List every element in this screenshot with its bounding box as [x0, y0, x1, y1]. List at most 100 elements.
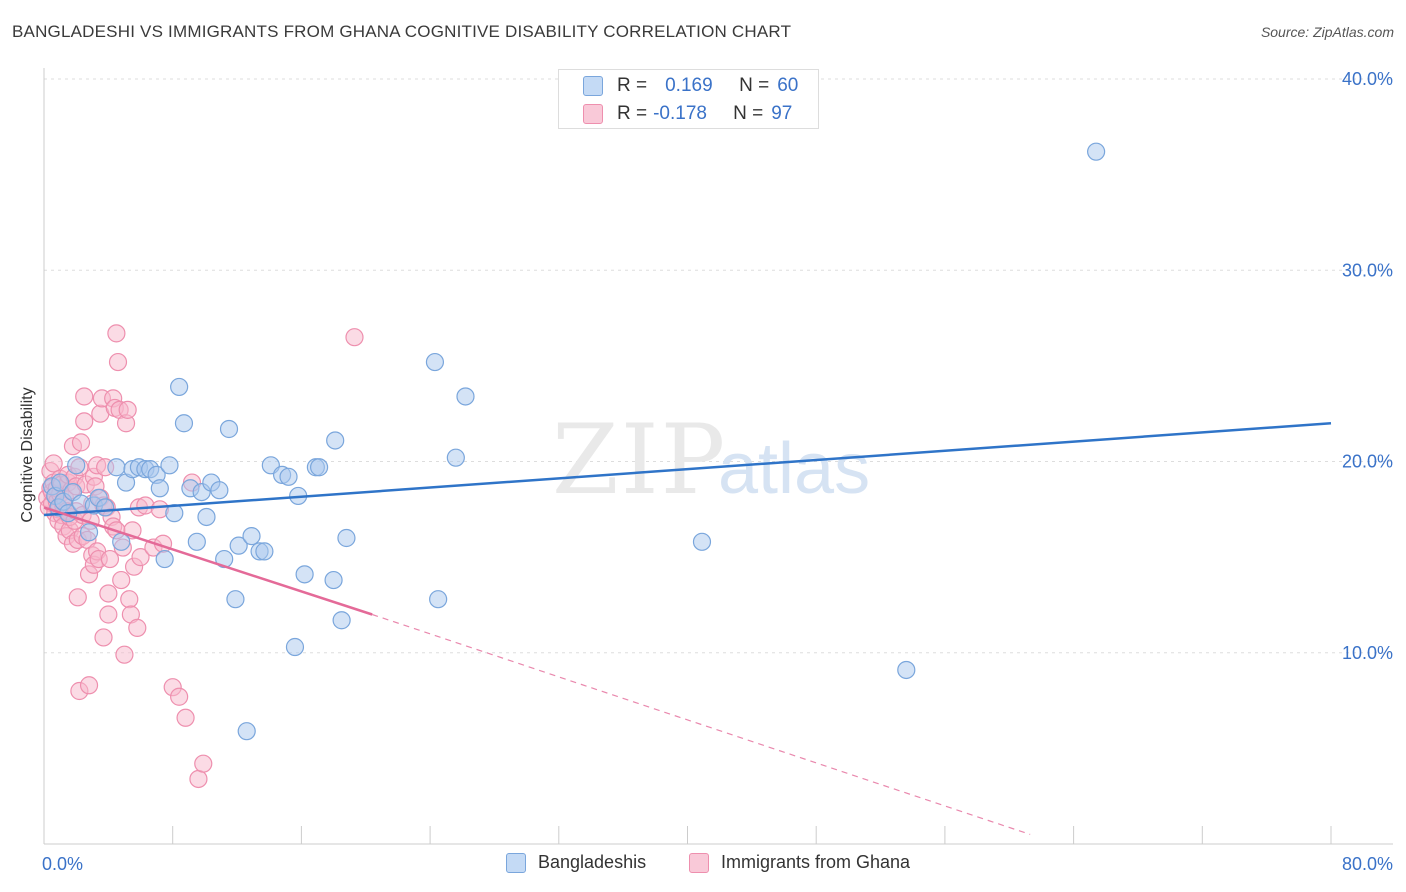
- ghana-series-points: [38, 324, 364, 789]
- n-value: 60: [777, 75, 799, 96]
- bangladeshi-point: [337, 528, 356, 548]
- bangladeshi-point: [150, 479, 169, 498]
- bangladeshi-point: [112, 532, 131, 551]
- chart-title: BANGLADESHI VS IMMIGRANTS FROM GHANA COG…: [12, 22, 792, 41]
- ghana-point: [131, 548, 150, 567]
- ghana-point: [75, 412, 94, 431]
- bangladeshi-trend-line: [43, 422, 1332, 517]
- ghana-point: [194, 754, 213, 773]
- axes: [43, 68, 1393, 845]
- watermark: ZIP atlas: [552, 404, 870, 516]
- r-label: R =: [617, 103, 648, 124]
- bangladeshi-point: [67, 456, 86, 475]
- y-tick-label: 40.0%: [1342, 69, 1393, 89]
- r-value: -0.178: [653, 103, 707, 124]
- ghana-point: [128, 618, 147, 637]
- bangladeshi-point: [326, 431, 345, 450]
- bangladeshi-point: [79, 523, 99, 542]
- pink-swatch: [689, 852, 709, 873]
- ghana-point: [112, 570, 131, 590]
- r-label: R =: [617, 75, 648, 96]
- watermark-atlas: atlas: [718, 429, 870, 509]
- y-tick-label: 20.0%: [1342, 452, 1393, 472]
- ghana-point: [71, 433, 91, 452]
- bangladeshi-point: [456, 387, 475, 406]
- gridlines: [44, 78, 1393, 654]
- x-tick-label: 0.0%: [42, 854, 83, 874]
- bangladeshi-point: [425, 352, 445, 372]
- ghana-trend-line: [43, 506, 373, 616]
- y-tick-label: 10.0%: [1342, 643, 1393, 663]
- tick-labels: 10.0% 20.0% 30.0% 40.0% 0.0% 80.0%: [42, 69, 1393, 874]
- legend-item-bangladeshis: Bangladeshis: [506, 852, 646, 873]
- bangladeshi-point: [226, 590, 245, 609]
- bangladeshi-point: [309, 458, 329, 477]
- ghana-point: [94, 628, 113, 647]
- bangladeshi-point: [160, 456, 179, 475]
- bangladeshi-point: [295, 565, 314, 584]
- ghana-point: [99, 584, 118, 603]
- bangladeshi-point: [197, 507, 216, 527]
- ghana-point: [189, 769, 208, 789]
- bangladeshi-point: [1087, 142, 1106, 161]
- bangladeshi-point: [429, 590, 448, 609]
- ghana-point: [170, 687, 189, 706]
- bangladeshi-point: [219, 419, 239, 439]
- bangladeshi-point: [229, 536, 248, 555]
- legend-item-ghana: Immigrants from Ghana: [689, 852, 910, 873]
- bangladeshi-point: [155, 549, 174, 569]
- bangladeshi-point: [255, 542, 274, 561]
- bangladeshi-point: [242, 526, 261, 546]
- bangladeshi-point: [446, 448, 465, 467]
- n-label: N =: [733, 103, 764, 124]
- ghana-point: [79, 676, 99, 695]
- ghana-point: [345, 328, 364, 347]
- bangladeshi-point: [237, 722, 256, 741]
- bangladeshi-point: [279, 467, 298, 486]
- blue-swatch: [506, 852, 526, 873]
- ghana-point: [100, 549, 120, 569]
- y-tick-label: 30.0%: [1342, 260, 1393, 280]
- bangladeshi-point: [897, 660, 916, 680]
- bangladeshi-point: [285, 637, 305, 657]
- bangladeshi-point: [187, 532, 206, 551]
- n-value: 97: [771, 103, 793, 124]
- ghana-trend-line-extension: [371, 613, 1031, 836]
- bangladeshi-point: [215, 549, 234, 569]
- pink-swatch: [583, 104, 603, 124]
- correlation-legend: R = 0.169 N = 60 R = -0.178 N = 97: [558, 69, 819, 129]
- ghana-point: [68, 588, 87, 607]
- bangladeshi-point: [210, 481, 229, 500]
- ghana-point: [176, 708, 195, 727]
- ghana-point: [44, 454, 63, 473]
- ghana-point: [115, 645, 134, 664]
- legend-label: Bangladeshis: [538, 852, 647, 872]
- ghana-point: [108, 352, 128, 372]
- ghana-point: [120, 590, 139, 609]
- bangladeshi-point: [107, 458, 126, 477]
- bangladeshi-point: [692, 532, 712, 551]
- legend-row-ghana: R = -0.178 N = 97: [559, 100, 792, 128]
- bangladeshi-point: [50, 473, 70, 492]
- r-value: 0.169: [665, 75, 713, 96]
- watermark-zip: ZIP: [552, 404, 727, 516]
- source-note: Source: ZipAtlas.com: [1260, 24, 1394, 40]
- ghana-point: [99, 605, 118, 624]
- legend-row-bangladeshis: R = 0.169 N = 60: [559, 72, 798, 100]
- trend-lines: [43, 422, 1332, 836]
- series-legend: Bangladeshis Immigrants from Ghana: [0, 852, 1406, 878]
- ghana-point: [107, 324, 126, 343]
- bangladeshi-point: [174, 414, 194, 433]
- blue-swatch: [583, 76, 603, 96]
- ghana-point: [118, 400, 137, 419]
- ghana-point: [75, 387, 94, 406]
- n-label: N =: [739, 75, 770, 96]
- bangladeshi-series-points: [42, 142, 1106, 741]
- bangladeshi-point: [170, 377, 189, 397]
- x-tick-label: 80.0%: [1342, 854, 1393, 874]
- bangladeshi-point: [96, 498, 115, 517]
- bangladeshi-point: [332, 611, 351, 630]
- legend-label: Immigrants from Ghana: [721, 852, 911, 872]
- bangladeshi-point: [324, 570, 343, 590]
